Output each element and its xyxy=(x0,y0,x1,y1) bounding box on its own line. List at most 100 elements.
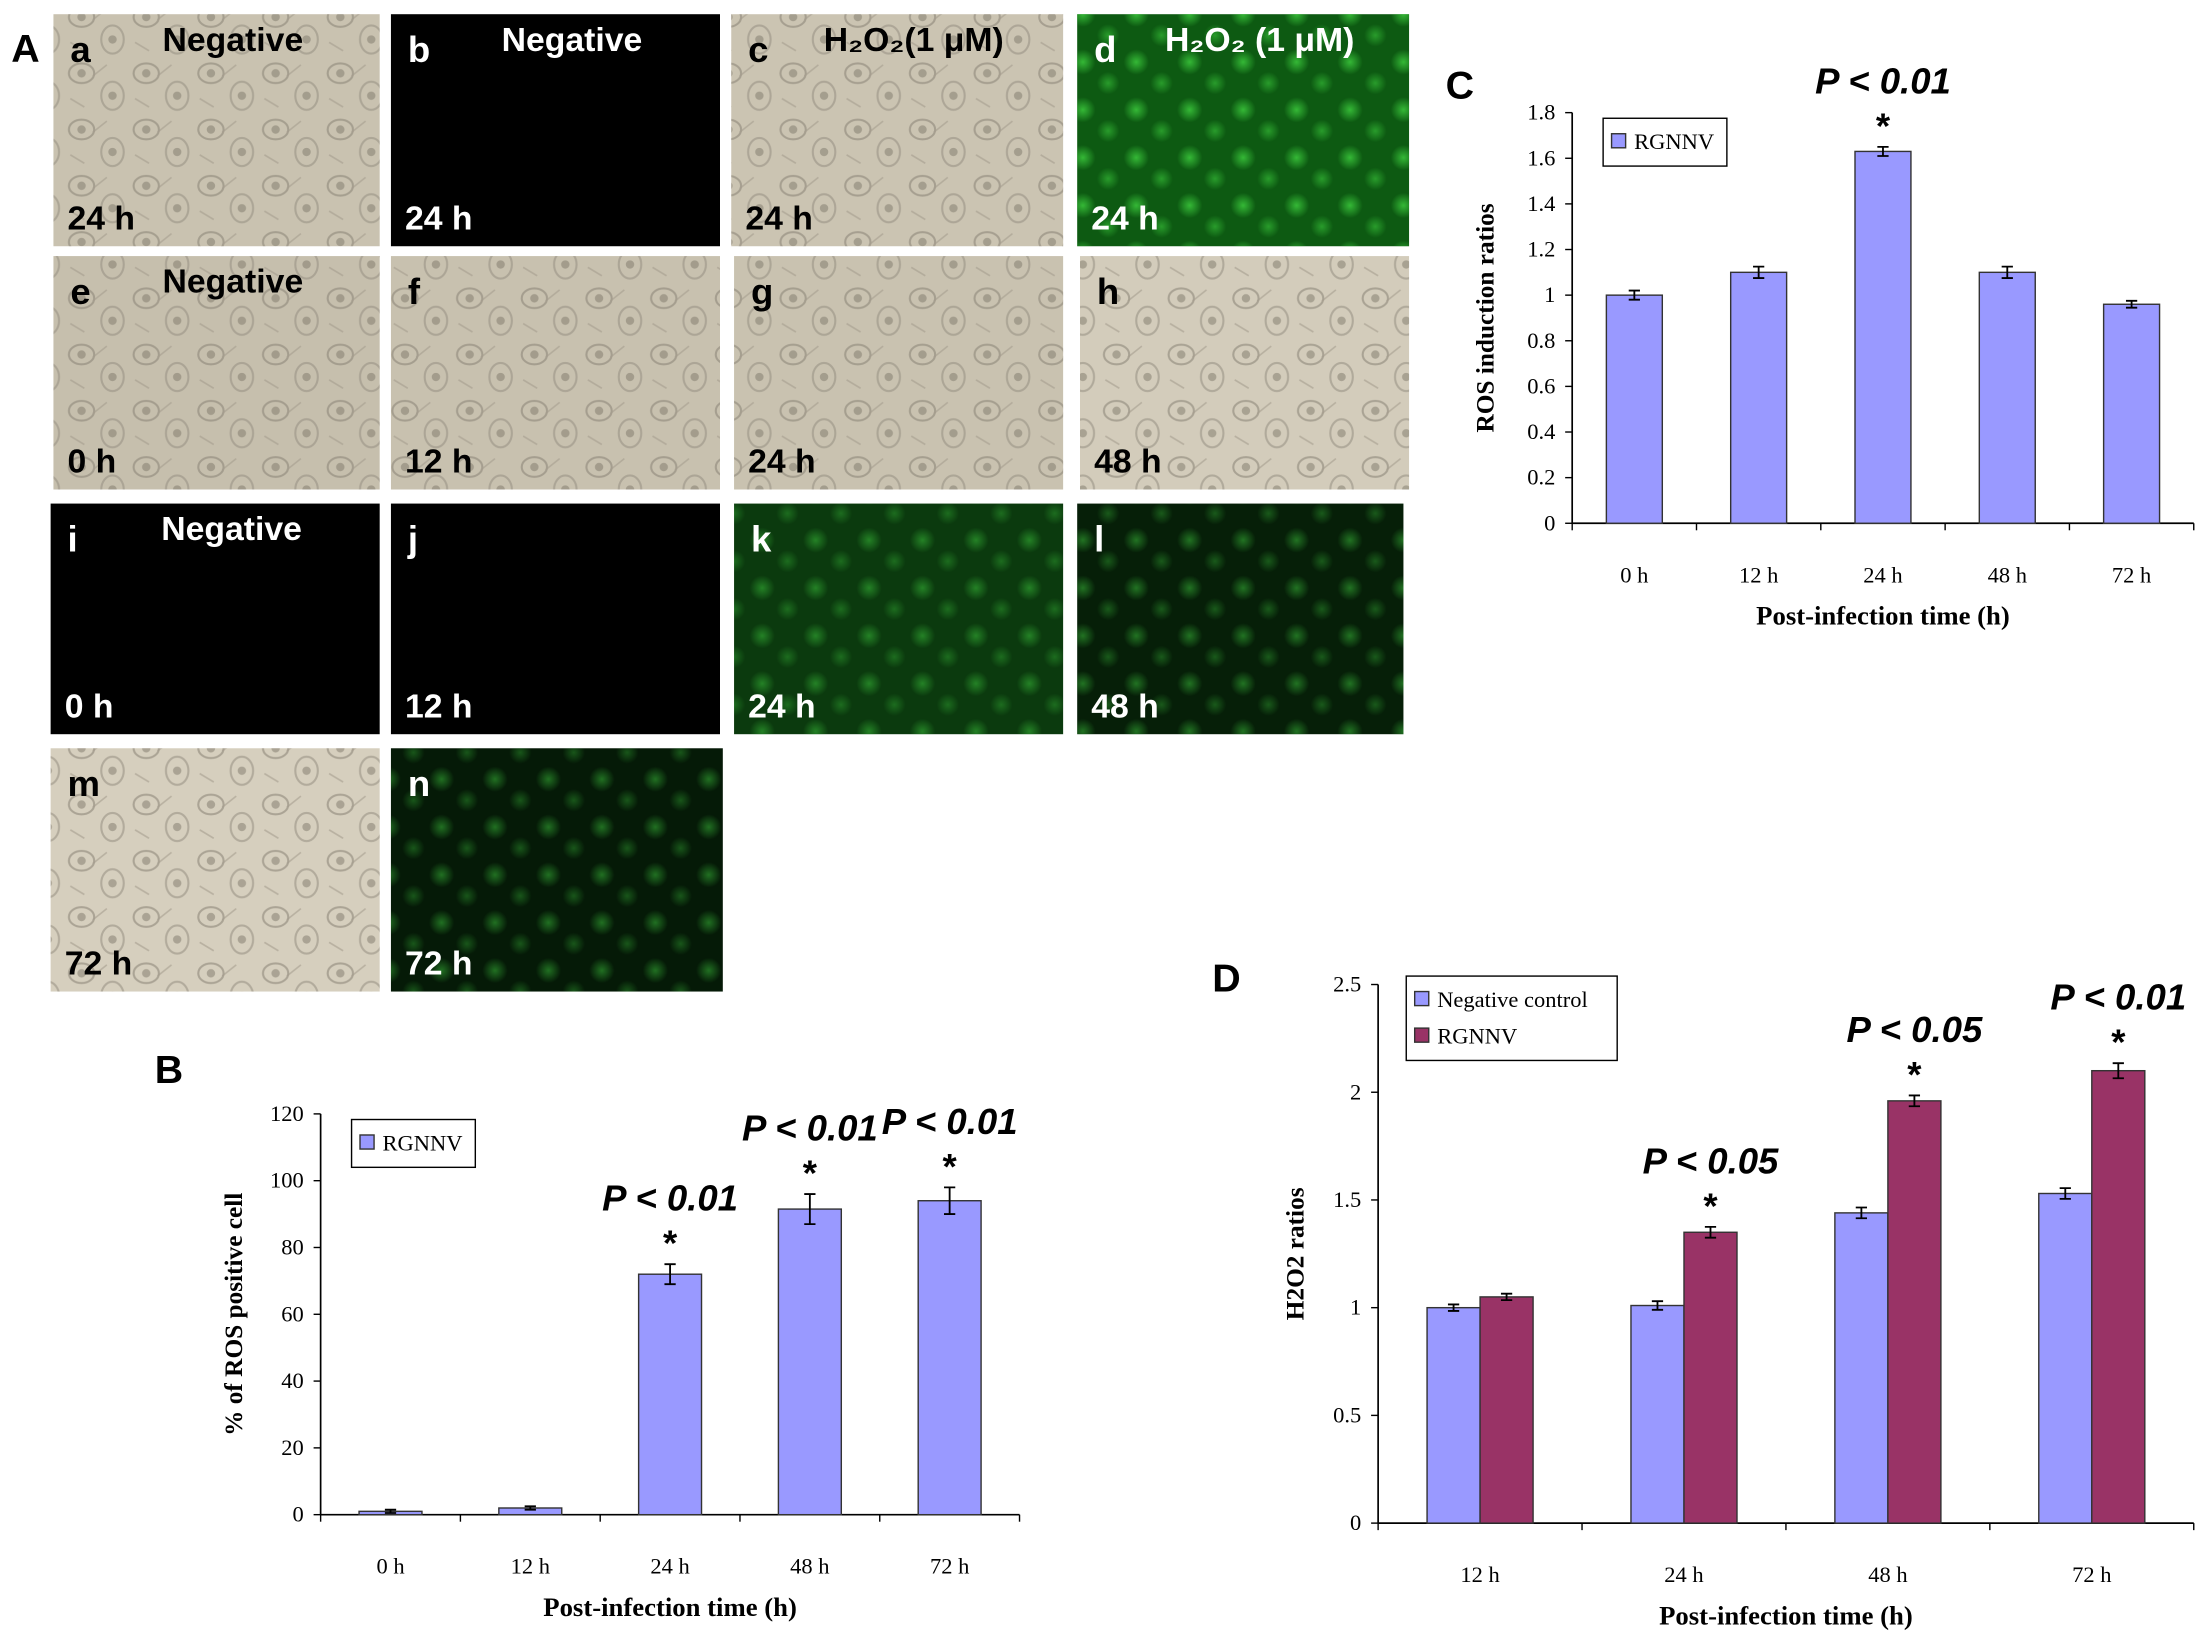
y-axis-label: ROS induction ratios xyxy=(1471,203,1499,432)
bar xyxy=(1834,1212,1889,1524)
legend-box xyxy=(1405,975,1618,1062)
image-letter: b xyxy=(408,29,430,70)
image-letter: c xyxy=(748,29,768,70)
cell-texture xyxy=(734,256,1064,490)
y-tick-label: 0.2 xyxy=(1527,465,1555,490)
bar xyxy=(1729,271,1788,524)
x-tick-label: 48 h xyxy=(790,1554,829,1579)
micrograph xyxy=(390,503,720,735)
image-time: 24 h xyxy=(748,443,816,481)
image-condition: H₂O₂(1 μM) xyxy=(824,21,1004,59)
y-tick-label: 60 xyxy=(281,1301,304,1326)
panel-label: A xyxy=(11,27,39,71)
error-bar xyxy=(1753,265,1765,279)
bar xyxy=(1854,150,1912,524)
x-tick-label: 0 h xyxy=(376,1554,404,1579)
significance-label: P < 0.01 xyxy=(742,1108,878,1149)
significance-star: * xyxy=(943,1146,958,1187)
bar xyxy=(1887,1100,1942,1524)
significance-star: * xyxy=(1876,105,1891,146)
error-bar xyxy=(1877,145,1889,157)
y-tick-label: 1.4 xyxy=(1527,191,1555,216)
panel-label: C xyxy=(1446,64,1474,108)
significance-label: P < 0.01 xyxy=(2050,977,2186,1018)
error-bar xyxy=(1855,1206,1868,1220)
x-axis-label: Post-infection time (h) xyxy=(1659,1600,1913,1630)
cell-texture xyxy=(1080,256,1410,490)
x-tick-label: 24 h xyxy=(1863,562,1902,587)
image-letter: n xyxy=(408,763,430,804)
cell-texture xyxy=(53,14,380,247)
legend-swatch xyxy=(1413,990,1430,1007)
x-tick-label: 72 h xyxy=(2072,1562,2111,1587)
y-tick-label: 2 xyxy=(1350,1079,1361,1104)
error-bar xyxy=(384,1508,397,1514)
image-letter: i xyxy=(68,518,78,559)
image-time: 0 h xyxy=(68,443,117,481)
image-time: 48 h xyxy=(1094,443,1162,481)
image-time: 72 h xyxy=(65,945,133,983)
error-bar xyxy=(664,1263,676,1286)
error-bar xyxy=(1628,289,1640,301)
image-condition: H₂O₂ (1 μM) xyxy=(1165,21,1354,59)
image-time: 24 h xyxy=(405,199,473,237)
y-tick-label: 0 xyxy=(293,1502,304,1527)
image-condition: Negative xyxy=(163,21,304,59)
significance-star: * xyxy=(803,1153,818,1194)
image-time: 48 h xyxy=(1091,687,1159,725)
image-condition: Negative xyxy=(161,510,302,548)
image-condition: Negative xyxy=(502,21,643,59)
fluorescence xyxy=(1077,14,1410,247)
error-bar xyxy=(1500,1292,1513,1302)
error-bar xyxy=(2059,1187,2071,1200)
legend-swatch xyxy=(359,1134,375,1150)
image-letter: h xyxy=(1097,271,1119,312)
significance-star: * xyxy=(1907,1054,1922,1095)
y-axis-label: % of ROS positive cell xyxy=(220,1193,248,1436)
error-bar xyxy=(1651,1300,1664,1311)
y-tick-label: 0.6 xyxy=(1527,373,1555,398)
cell-texture xyxy=(731,14,1064,247)
significance-star: * xyxy=(2111,1022,2126,1063)
legend-label: Negative control xyxy=(1437,987,1588,1012)
legend-label: RGNNV xyxy=(383,1130,463,1155)
image-letter: a xyxy=(70,29,91,70)
image-letter: l xyxy=(1094,518,1104,559)
x-tick-label: 72 h xyxy=(2112,562,2151,587)
x-tick-label: 12 h xyxy=(511,1554,550,1579)
significance-label: P < 0.01 xyxy=(1815,60,1951,101)
error-bar xyxy=(2001,265,2013,279)
error-bar xyxy=(524,1505,536,1511)
significance-label: P < 0.01 xyxy=(882,1101,1018,1142)
y-tick-label: 0.8 xyxy=(1527,328,1555,353)
error-bar xyxy=(1908,1094,1921,1108)
y-tick-label: 120 xyxy=(270,1101,304,1126)
x-tick-label: 24 h xyxy=(650,1554,689,1579)
image-letter: d xyxy=(1094,29,1116,70)
bar xyxy=(1978,271,2036,524)
x-tick-label: 0 h xyxy=(1620,562,1648,587)
legend-swatch xyxy=(1610,133,1627,149)
error-bar xyxy=(804,1193,816,1226)
error-bar xyxy=(2125,299,2138,309)
significance-star: * xyxy=(1703,1185,1718,1226)
cell-texture xyxy=(53,256,380,490)
fluorescence xyxy=(734,503,1064,735)
x-tick-label: 24 h xyxy=(1664,1562,1703,1587)
image-time: 24 h xyxy=(748,687,816,725)
bar xyxy=(1479,1296,1534,1524)
bar xyxy=(1426,1306,1481,1524)
y-tick-label: 80 xyxy=(281,1235,304,1260)
x-tick-label: 72 h xyxy=(930,1554,969,1579)
x-axis-label: Post-infection time (h) xyxy=(543,1592,797,1622)
micrograph xyxy=(50,503,380,735)
image-condition: Negative xyxy=(163,263,304,301)
error-bar xyxy=(944,1186,956,1215)
panel-label: B xyxy=(155,1048,183,1092)
x-axis-label: Post-infection time (h) xyxy=(1756,601,2010,631)
image-letter: k xyxy=(751,518,772,559)
image-time: 12 h xyxy=(405,687,473,725)
x-tick-label: 48 h xyxy=(1868,1562,1907,1587)
significance-label: P < 0.01 xyxy=(602,1178,738,1219)
